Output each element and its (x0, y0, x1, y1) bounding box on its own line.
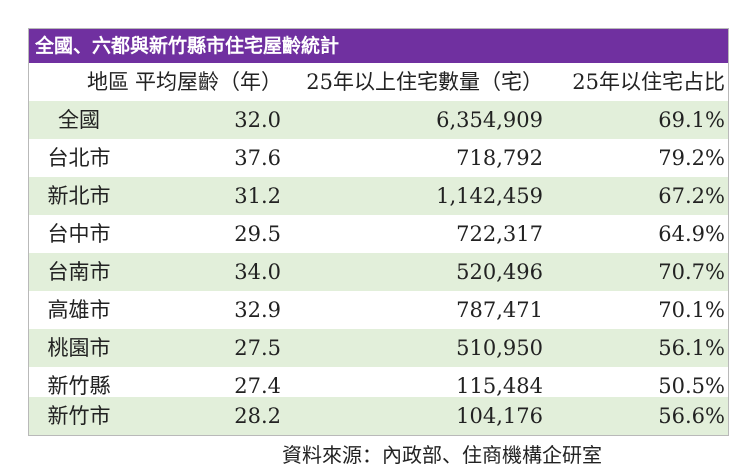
region-cell: 新竹縣 (47, 374, 111, 398)
table-title: 全國、六都與新竹縣市住宅屋齡統計 (29, 29, 728, 63)
table-row: 新竹縣 27.4 115,484 50.5% (29, 367, 728, 405)
region-cell: 新北市 (47, 184, 111, 208)
region-cell: 台南市 (47, 260, 111, 284)
statistics-table: 全國、六都與新竹縣市住宅屋齡統計 地區 平均屋齡（年） 25年以上住宅數量（宅）… (28, 28, 729, 436)
count-cell: 510,950 (456, 336, 543, 360)
table-row: 新北市 31.2 1,142,459 67.2% (29, 177, 728, 215)
avg-age-cell: 34.0 (234, 260, 281, 284)
pct-cell: 70.7% (658, 260, 725, 284)
table-row: 台南市 34.0 520,496 70.7% (29, 253, 728, 291)
pct-cell: 50.5% (658, 374, 725, 398)
pct-cell: 56.1% (658, 336, 725, 360)
avg-age-cell: 27.4 (234, 374, 281, 398)
pct-cell: 56.6% (658, 404, 725, 428)
table-row: 台北市 37.6 718,792 79.2% (29, 139, 728, 177)
avg-age-cell: 37.6 (234, 146, 281, 170)
table-row: 高雄市 32.9 787,471 70.1% (29, 291, 728, 329)
avg-age-cell: 27.5 (234, 336, 281, 360)
count-cell: 520,496 (456, 260, 543, 284)
region-cell: 台北市 (47, 146, 111, 170)
region-cell: 新竹市 (47, 404, 111, 428)
header-count: 25年以上住宅數量（宅） (306, 70, 543, 94)
table-row: 桃園市 27.5 510,950 56.1% (29, 329, 728, 367)
avg-age-cell: 32.9 (234, 298, 281, 322)
region-cell: 高雄市 (47, 298, 111, 322)
header-avg-age: 平均屋齡（年） (135, 70, 282, 94)
avg-age-cell: 31.2 (234, 184, 281, 208)
region-cell: 桃園市 (47, 336, 111, 360)
count-cell: 6,354,909 (436, 108, 543, 132)
table-row: 新竹市 28.2 104,176 56.6% (29, 397, 728, 435)
table-row: 全國 32.0 6,354,909 69.1% (29, 101, 728, 139)
pct-cell: 79.2% (658, 146, 725, 170)
count-cell: 115,484 (456, 374, 543, 398)
table-row: 台中市 29.5 722,317 64.9% (29, 215, 728, 253)
table-header-row: 地區 平均屋齡（年） 25年以上住宅數量（宅） 25年以住宅占比 (29, 63, 728, 101)
header-pct: 25年以住宅占比 (572, 70, 725, 94)
header-region: 地區 (87, 70, 129, 94)
count-cell: 722,317 (456, 222, 543, 246)
avg-age-cell: 32.0 (234, 108, 281, 132)
count-cell: 1,142,459 (436, 184, 543, 208)
pct-cell: 64.9% (658, 222, 725, 246)
count-cell: 104,176 (456, 404, 543, 428)
region-cell: 台中市 (47, 222, 111, 246)
source-note: 資料來源：內政部、住商機構企研室 (282, 443, 602, 467)
pct-cell: 70.1% (658, 298, 725, 322)
avg-age-cell: 28.2 (234, 404, 281, 428)
count-cell: 787,471 (456, 298, 543, 322)
avg-age-cell: 29.5 (234, 222, 281, 246)
pct-cell: 69.1% (658, 108, 725, 132)
pct-cell: 67.2% (658, 184, 725, 208)
count-cell: 718,792 (456, 146, 543, 170)
region-cell: 全國 (58, 108, 100, 132)
